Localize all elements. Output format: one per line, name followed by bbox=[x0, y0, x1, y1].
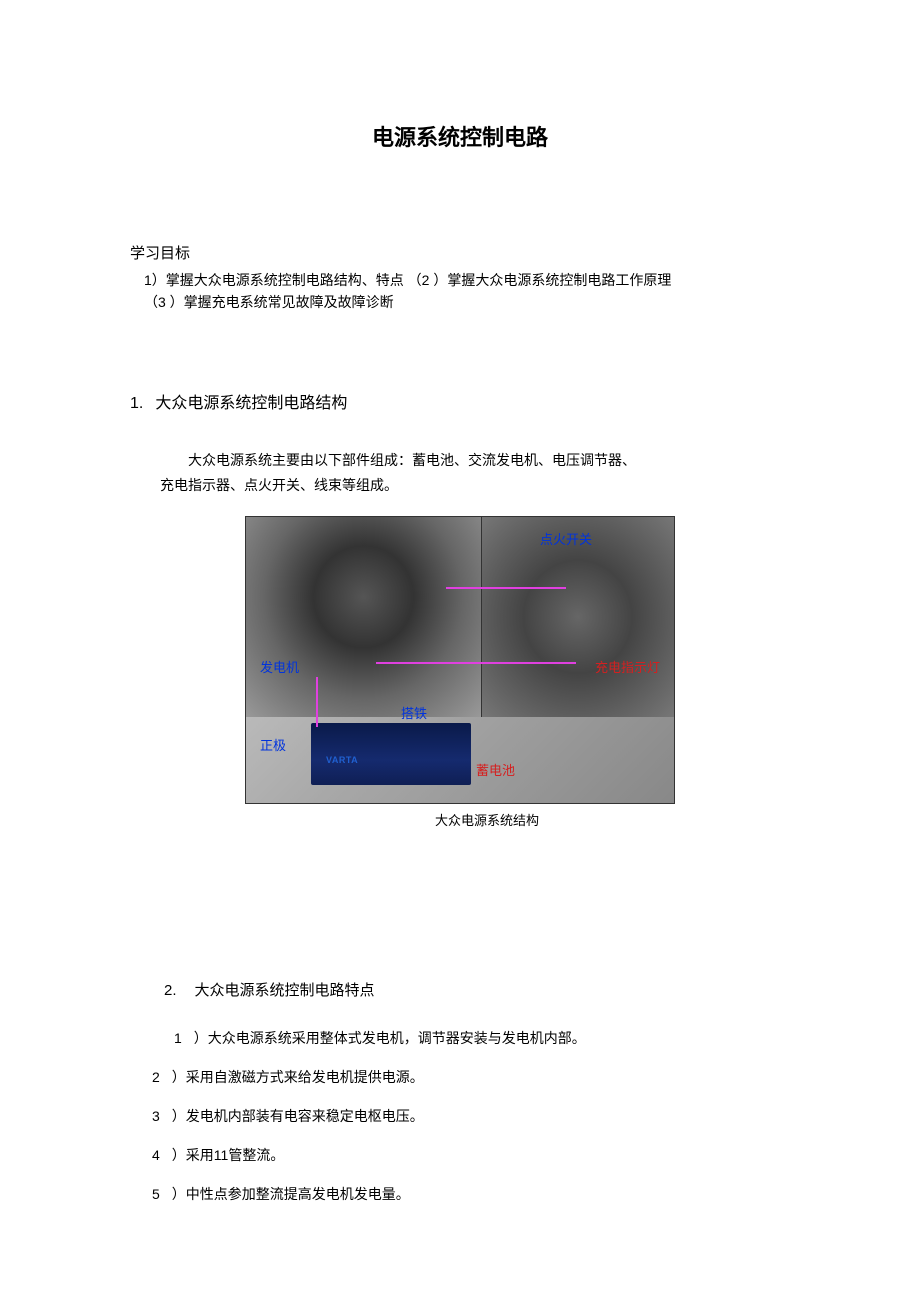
section-2-number: 2. bbox=[164, 982, 177, 999]
feature-idx-3: 3 bbox=[152, 1106, 160, 1127]
figure-connector-3 bbox=[316, 677, 318, 727]
feature-idx-1: 1 bbox=[174, 1028, 182, 1049]
figure-label-positive: 正极 bbox=[260, 735, 286, 754]
figure-diagram: VARTA 点火开关 发电机 搭铁 正极 充电指示灯 蓄电池 bbox=[245, 516, 675, 804]
figure-connector-1 bbox=[446, 587, 566, 589]
document-page: 电源系统控制电路 学习目标 1）掌握大众电源系统控制电路结构、特点 （2 ）掌握… bbox=[0, 0, 920, 1283]
feature-item-3: 3 ）发电机内部装有电容来稳定电枢电压。 bbox=[130, 1106, 790, 1127]
figure-engine-region bbox=[246, 517, 481, 717]
section-1-title: 大众电源系统控制电路结构 bbox=[155, 395, 347, 412]
feature-item-5: 5 ）中性点参加整流提高发电机发电量。 bbox=[130, 1184, 790, 1205]
figure-label-ground: 搭铁 bbox=[401, 703, 427, 722]
feature-item-1: 1 ）大众电源系统采用整体式发电机，调节器安装与发电机内部。 bbox=[130, 1028, 790, 1049]
figure-label-battery: 蓄电池 bbox=[476, 760, 515, 779]
objectives-heading: 学习目标 bbox=[130, 242, 790, 263]
section-1-heading: 1. 大众电源系统控制电路结构 bbox=[130, 389, 790, 413]
feature-idx-5: 5 bbox=[152, 1184, 160, 1205]
section-1-number: 1. bbox=[130, 395, 143, 413]
figure-caption: 大众电源系统结构 bbox=[184, 810, 790, 829]
figure-battery-brand: VARTA bbox=[326, 755, 358, 765]
section-1-text-line-1: 大众电源系统主要由以下部件组成：蓄电池、交流发电机、电压调节器、 bbox=[160, 448, 790, 473]
figure-label-ignition: 点火开关 bbox=[540, 529, 592, 548]
feature-idx-2: 2 bbox=[152, 1067, 160, 1088]
section-2-heading: 2. 大众电源系统控制电路特点 bbox=[164, 979, 790, 1000]
feature-text-1: ）大众电源系统采用整体式发电机，调节器安装与发电机内部。 bbox=[194, 1030, 586, 1046]
feature-text-3: ）发电机内部装有电容来稳定电枢电压。 bbox=[172, 1108, 424, 1124]
figure-label-indicator: 充电指示灯 bbox=[595, 657, 660, 676]
objective-line-2: （3 ）掌握充电系统常见故障及故障诊断 bbox=[144, 291, 790, 313]
feature-text-5: ）中性点参加整流提高发电机发电量。 bbox=[172, 1186, 410, 1202]
figure-label-generator: 发电机 bbox=[260, 657, 299, 676]
section-1-text-line-2: 充电指示器、点火开关、线束等组成。 bbox=[160, 473, 790, 498]
page-title: 电源系统控制电路 bbox=[130, 120, 790, 152]
section-2-title: 大众电源系统控制电路特点 bbox=[195, 982, 375, 999]
objective-line-1: 1）掌握大众电源系统控制电路结构、特点 （2 ）掌握大众电源系统控制电路工作原理 bbox=[144, 269, 790, 291]
feature-item-2: 2 ）采用自激磁方式来给发电机提供电源。 bbox=[130, 1067, 790, 1088]
feature-text-2: ）采用自激磁方式来给发电机提供电源。 bbox=[172, 1069, 424, 1085]
feature-text-4: ）采用11管整流。 bbox=[172, 1147, 285, 1163]
feature-idx-4: 4 bbox=[152, 1145, 160, 1166]
figure-connector-2 bbox=[376, 662, 576, 664]
section-1-text: 大众电源系统主要由以下部件组成：蓄电池、交流发电机、电压调节器、 充电指示器、点… bbox=[130, 448, 790, 498]
feature-item-4: 4 ）采用11管整流。 bbox=[130, 1145, 790, 1166]
figure-battery-shape bbox=[311, 723, 471, 785]
objectives-block: 1）掌握大众电源系统控制电路结构、特点 （2 ）掌握大众电源系统控制电路工作原理… bbox=[130, 269, 790, 314]
